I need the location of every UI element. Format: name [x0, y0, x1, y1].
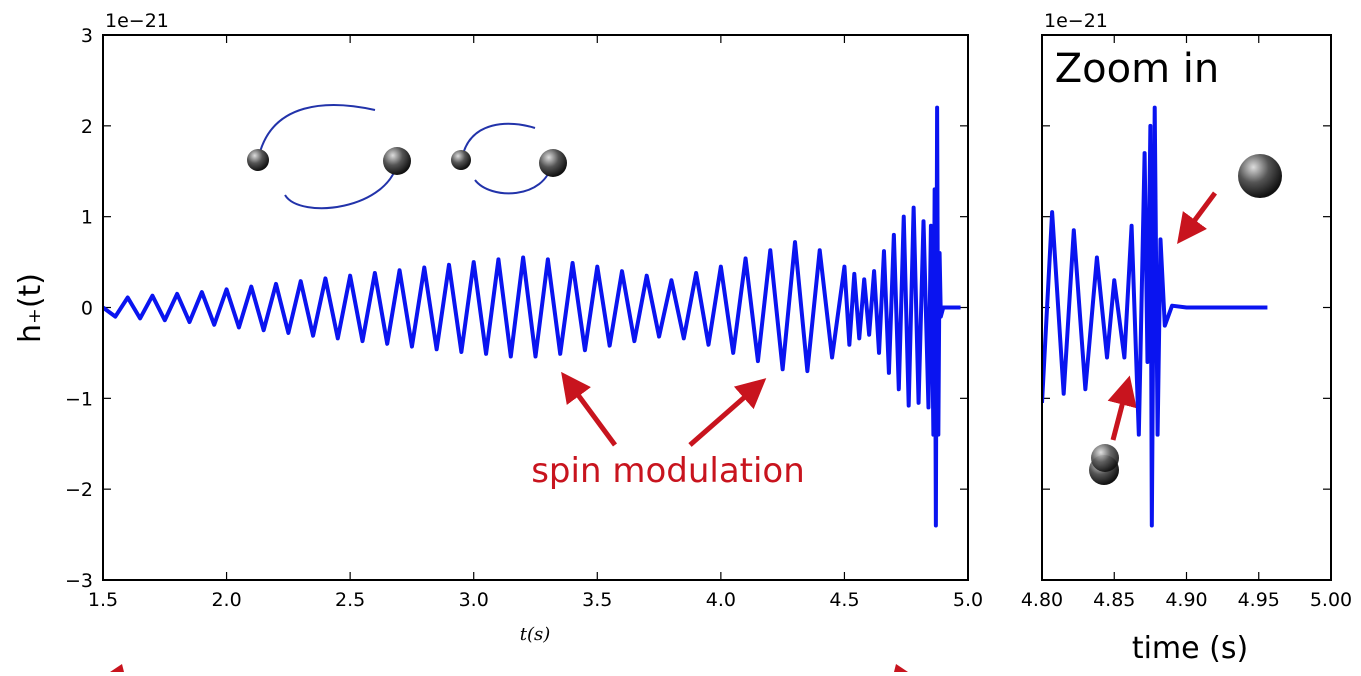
y-tick-label: 3: [81, 25, 93, 47]
y-tick-label: −3: [65, 570, 93, 592]
x-tick-label: 4.85: [1093, 589, 1135, 611]
x-tick-label: 4.90: [1165, 589, 1207, 611]
x-tick-label: 4.80: [1021, 589, 1063, 611]
x-tick-label: 3.5: [582, 589, 612, 611]
y-tick-label: 1: [81, 207, 93, 229]
x-tick-label: 4.95: [1238, 589, 1280, 611]
annotation: Zoom in: [1055, 46, 1220, 92]
x-axis-label: t(s): [520, 624, 551, 645]
x-tick-label: 2.0: [211, 589, 241, 611]
x-tick-label: 5.00: [1310, 589, 1352, 611]
x-tick-label: 4.5: [829, 589, 859, 611]
arrows: [110, 191, 1218, 672]
x-tick-label: 1.5: [88, 589, 118, 611]
y-tick-label: −2: [65, 479, 93, 501]
annotation: spin modulation: [531, 451, 805, 491]
plot-frame: [1041, 34, 1332, 581]
offset-label: 1e−21: [105, 10, 169, 32]
y-tick-label: 2: [81, 116, 93, 138]
binary-illustration: [247, 104, 1282, 485]
y-tick-label: 0: [81, 298, 93, 320]
waveform: [1042, 105, 1268, 528]
waveform: [103, 105, 961, 528]
x-tick-label: 3.0: [459, 589, 489, 611]
x-tick-label: 4.0: [706, 589, 736, 611]
x-axis-label: time (s): [1132, 631, 1248, 666]
y-tick-label: −1: [65, 388, 93, 410]
y-axis-label: h₊(t): [13, 273, 48, 343]
x-tick-label: 2.5: [335, 589, 365, 611]
x-tick-label: 5.0: [953, 589, 983, 611]
offset-label: 1e−21: [1044, 10, 1108, 32]
plot-frame: [102, 34, 969, 581]
